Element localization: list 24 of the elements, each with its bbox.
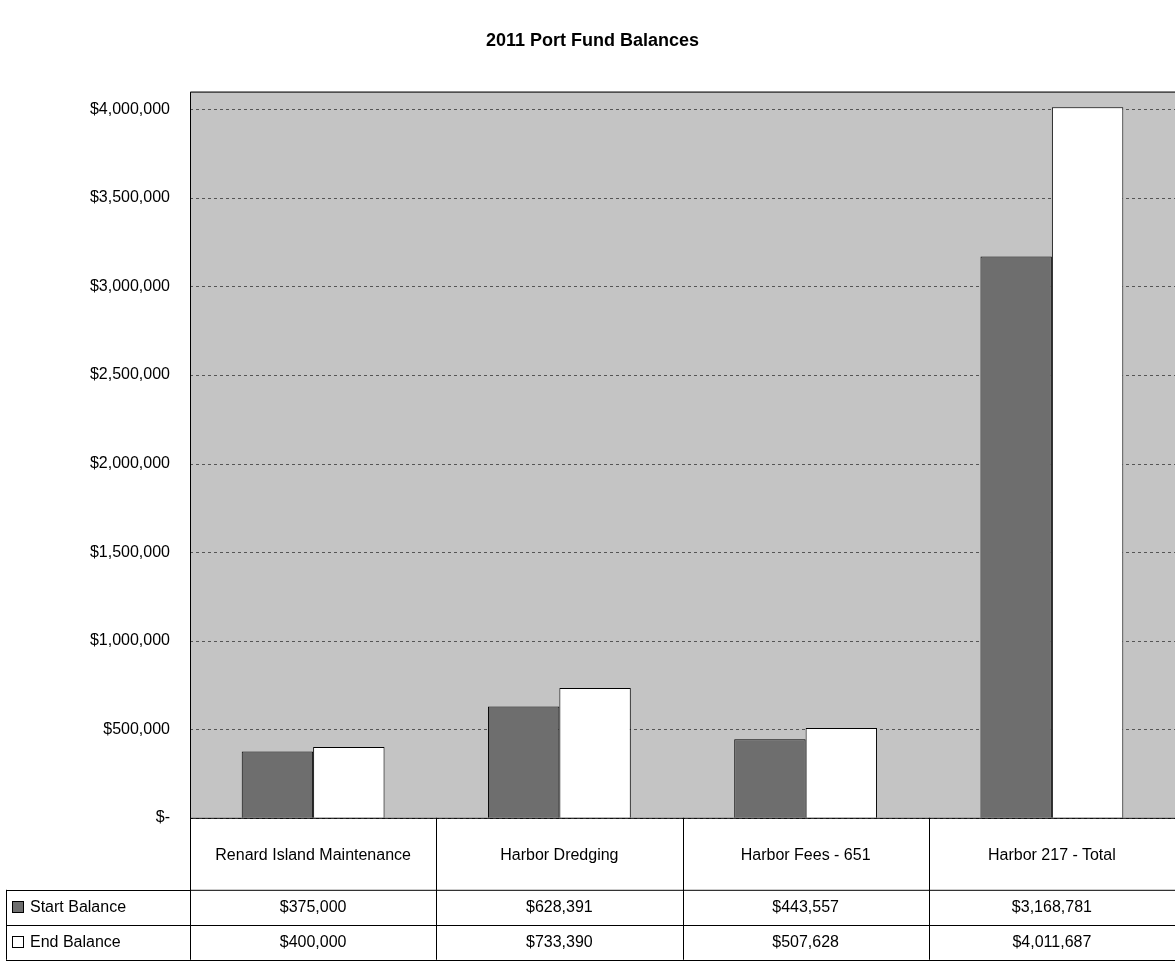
y-tick-label: $1,500,000 — [89, 542, 171, 560]
data-label: $507,628 — [772, 932, 840, 950]
y-tick-label: $2,000,000 — [89, 453, 171, 471]
y-tick-label: $500,000 — [103, 719, 171, 737]
data-label: $443,557 — [772, 897, 840, 915]
x-tick-label: Harbor Dredging — [500, 845, 619, 863]
data-label: $628,391 — [526, 897, 593, 915]
legend-label: End Balance — [30, 933, 121, 952]
y-tick-label: $1,000,000 — [89, 631, 171, 649]
x-tick-label: Harbor Fees - 651 — [740, 845, 871, 863]
legend-label: Start Balance — [30, 898, 127, 917]
y-tick-label: $4,000,000 — [89, 99, 171, 117]
data-label: $3,168,781 — [1011, 897, 1093, 915]
data-label: $733,390 — [526, 932, 593, 950]
data-label: $375,000 — [279, 897, 347, 915]
data-label: $4,011,687 — [1012, 932, 1092, 950]
x-tick-label: Harbor 217 - Total — [987, 845, 1116, 863]
data-label: $400,000 — [279, 932, 347, 950]
x-tick-label: Renard Island Maintenance — [215, 845, 412, 863]
y-tick-label: $2,500,000 — [89, 365, 171, 383]
y-tick-label: $3,000,000 — [89, 276, 171, 294]
y-tick-label: $- — [155, 808, 170, 826]
y-tick-label: $3,500,000 — [89, 188, 171, 206]
chart-title: 2011 Port Fund Balances — [485, 29, 700, 50]
